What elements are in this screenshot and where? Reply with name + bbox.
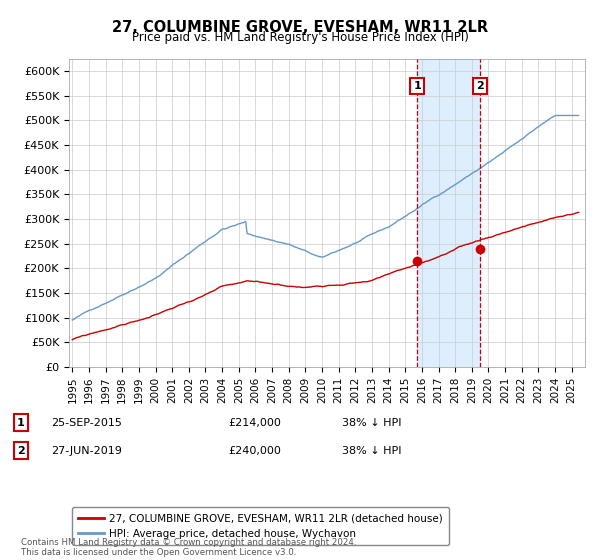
Text: 2: 2 xyxy=(476,81,484,91)
Text: 38% ↓ HPI: 38% ↓ HPI xyxy=(342,418,401,428)
Text: 1: 1 xyxy=(17,418,25,428)
Text: £214,000: £214,000 xyxy=(228,418,281,428)
Text: 27-JUN-2019: 27-JUN-2019 xyxy=(51,446,122,456)
Bar xyxy=(418,59,480,367)
Text: 25-SEP-2015: 25-SEP-2015 xyxy=(51,418,122,428)
Text: 38% ↓ HPI: 38% ↓ HPI xyxy=(342,446,401,456)
Text: Price paid vs. HM Land Registry's House Price Index (HPI): Price paid vs. HM Land Registry's House … xyxy=(131,31,469,44)
Text: 2: 2 xyxy=(17,446,25,456)
Text: Contains HM Land Registry data © Crown copyright and database right 2024.
This d: Contains HM Land Registry data © Crown c… xyxy=(21,538,356,557)
Legend: 27, COLUMBINE GROVE, EVESHAM, WR11 2LR (detached house), HPI: Average price, det: 27, COLUMBINE GROVE, EVESHAM, WR11 2LR (… xyxy=(71,507,449,545)
Text: 27, COLUMBINE GROVE, EVESHAM, WR11 2LR: 27, COLUMBINE GROVE, EVESHAM, WR11 2LR xyxy=(112,20,488,35)
Text: £240,000: £240,000 xyxy=(228,446,281,456)
Text: 1: 1 xyxy=(413,81,421,91)
